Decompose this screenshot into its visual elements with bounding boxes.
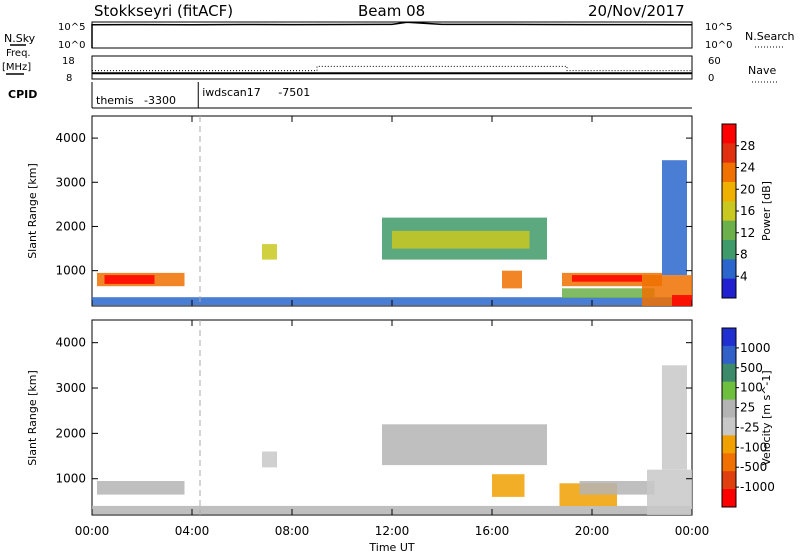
velocity-ytick-2: 3000 bbox=[55, 381, 86, 395]
power-ytick-0: 1000 bbox=[55, 264, 86, 278]
time-axis-label: Time UT bbox=[368, 541, 414, 554]
velocity-ytick-0: 1000 bbox=[55, 472, 86, 486]
power-patch-1 bbox=[104, 275, 155, 284]
velocity-colorbar-swatch-8 bbox=[722, 471, 736, 490]
velocity-ytick-3: 4000 bbox=[55, 336, 86, 350]
velocity-colorbar-tick-4: -25 bbox=[740, 420, 760, 434]
velocity-colorbar-tick-1: 500 bbox=[740, 361, 763, 375]
velocity-ylabel: Slant Range [km] bbox=[26, 370, 39, 466]
velocity-patch-7 bbox=[647, 469, 692, 515]
velocity-patch-6 bbox=[579, 481, 655, 495]
nave-label: Nave bbox=[748, 64, 776, 77]
power-colorbar-label: Power [dB] bbox=[760, 181, 773, 241]
power-colorbar-swatch-7 bbox=[722, 259, 736, 280]
nave-series bbox=[92, 65, 692, 72]
power-panel: 1000 2000 3000 4000 Slant Range [km] 4 8 12 16… bbox=[26, 115, 773, 307]
freq-panel: Freq. [MHz] 18 8 60 0 Nave bbox=[2, 48, 778, 84]
noise-sky-series bbox=[91, 21, 693, 48]
velocity-patch-8 bbox=[662, 365, 687, 470]
velocity-colorbar-swatch-1 bbox=[722, 345, 736, 365]
power-ytick-1: 2000 bbox=[55, 219, 86, 233]
power-patch-12 bbox=[662, 160, 687, 276]
velocity-patch-4 bbox=[492, 474, 525, 497]
cpid-id-themis: -3300 bbox=[144, 94, 176, 107]
power-ytick-2: 3000 bbox=[55, 175, 86, 189]
time-tick-6: 00:00 bbox=[675, 524, 710, 538]
freq-label-top: Freq. bbox=[6, 48, 31, 59]
velocity-colorbar-swatch-4 bbox=[722, 399, 736, 418]
velocity-colorbar-tick-3: 25 bbox=[740, 401, 755, 415]
power-colorbar-tick-3: 16 bbox=[740, 204, 755, 218]
cpid-label: CPID bbox=[8, 88, 37, 101]
power-colorbar-swatch-3 bbox=[722, 182, 736, 202]
noise-sky-label: N.Sky bbox=[4, 32, 36, 45]
time-tick-3: 12:00 bbox=[375, 524, 410, 538]
velocity-colorbar-tick-5: -100 bbox=[740, 440, 767, 454]
freq-tick-top: 18 bbox=[62, 56, 75, 67]
beam-title: Beam 08 bbox=[358, 2, 425, 20]
cpid-id-iwdscan: -7501 bbox=[278, 86, 310, 99]
velocity-panel: 1000 2000 3000 4000 Slant Range [km] 1000 50… bbox=[26, 319, 775, 516]
power-colorbar-tick-2: 12 bbox=[740, 226, 755, 240]
velocity-colorbar-swatch-7 bbox=[722, 453, 736, 472]
power-colorbar-swatch-4 bbox=[722, 201, 736, 222]
noise-tick-top: 10^5 bbox=[58, 22, 85, 33]
velocity-colorbar-tick-7: -1000 bbox=[740, 480, 775, 494]
velocity-colorbar-swatch-0 bbox=[722, 328, 736, 347]
freq-label-bottom: [MHz] bbox=[2, 62, 31, 73]
noise-panel: N.Sky 10^5 10^0 10^5 10^0 N.Search bbox=[4, 21, 795, 51]
power-patch-3 bbox=[262, 244, 277, 260]
power-patch-11 bbox=[672, 295, 692, 306]
power-ylabel: Slant Range [km] bbox=[26, 163, 39, 259]
power-colorbar-tick-0: 4 bbox=[740, 269, 748, 283]
velocity-colorbar-tick-6: -500 bbox=[740, 460, 767, 474]
power-patch-6 bbox=[502, 270, 522, 289]
power-colorbar-tick-1: 8 bbox=[740, 248, 748, 262]
power-colorbar-tick-5: 24 bbox=[740, 161, 755, 175]
power-colorbar-swatch-8 bbox=[722, 278, 736, 299]
power-colorbar-swatch-5 bbox=[722, 220, 736, 241]
power-colorbar-swatch-0 bbox=[722, 124, 736, 144]
freq-tick-bottom: 8 bbox=[66, 73, 72, 84]
noise-tick-bottom: 10^0 bbox=[58, 40, 85, 51]
power-colorbar-tick-6: 28 bbox=[740, 139, 755, 153]
velocity-ytick-1: 2000 bbox=[55, 426, 86, 440]
time-tick-2: 08:00 bbox=[275, 524, 310, 538]
velocity-colorbar-tick-0: 1000 bbox=[740, 341, 771, 355]
time-tick-0: 00:00 bbox=[75, 524, 110, 538]
power-colorbar-swatch-1 bbox=[722, 143, 736, 164]
date-title: 20/Nov/2017 bbox=[588, 2, 685, 20]
power-colorbar-swatch-2 bbox=[722, 162, 736, 183]
time-tick-4: 16:00 bbox=[475, 524, 510, 538]
velocity-patch-3 bbox=[382, 424, 547, 466]
cpid-panel: CPID themis -3300 iwdscan17 -7501 bbox=[8, 82, 692, 109]
power-patch-8 bbox=[572, 275, 642, 282]
station-title: Stokkseyri (fitACF) bbox=[94, 2, 233, 20]
cpid-program-iwdscan: iwdscan17 bbox=[202, 86, 261, 99]
power-colorbar-tick-4: 20 bbox=[740, 182, 755, 196]
power-patch-9 bbox=[562, 288, 655, 298]
cpid-program-themis: themis bbox=[96, 94, 134, 107]
velocity-patch-0 bbox=[97, 481, 185, 495]
time-tick-1: 04:00 bbox=[175, 524, 210, 538]
velocity-colorbar-label: Velocity [m s^-1] bbox=[760, 370, 773, 465]
velocity-colorbar-swatch-6 bbox=[722, 435, 736, 454]
noise-search-label: N.Search bbox=[745, 30, 795, 43]
velocity-colorbar-swatch-9 bbox=[722, 489, 736, 508]
velocity-colorbar-tick-2: 100 bbox=[740, 381, 763, 395]
velocity-colorbar-swatch-3 bbox=[722, 381, 736, 401]
power-ytick-3: 4000 bbox=[55, 131, 86, 145]
noise-right-tick-top: 10^5 bbox=[705, 22, 732, 33]
nave-tick-top: 60 bbox=[708, 56, 721, 67]
velocity-colorbar-swatch-2 bbox=[722, 363, 736, 383]
time-axis: 00:00 04:00 08:00 12:00 16:00 20:00 00:00 bbox=[75, 524, 710, 538]
power-patch-5 bbox=[392, 230, 530, 249]
velocity-colorbar-swatch-5 bbox=[722, 417, 736, 436]
noise-right-tick-bottom: 10^0 bbox=[705, 40, 732, 51]
time-tick-5: 20:00 bbox=[575, 524, 610, 538]
nave-tick-bottom: 0 bbox=[708, 73, 714, 84]
power-colorbar-swatch-6 bbox=[722, 240, 736, 260]
velocity-patch-2 bbox=[262, 451, 277, 468]
